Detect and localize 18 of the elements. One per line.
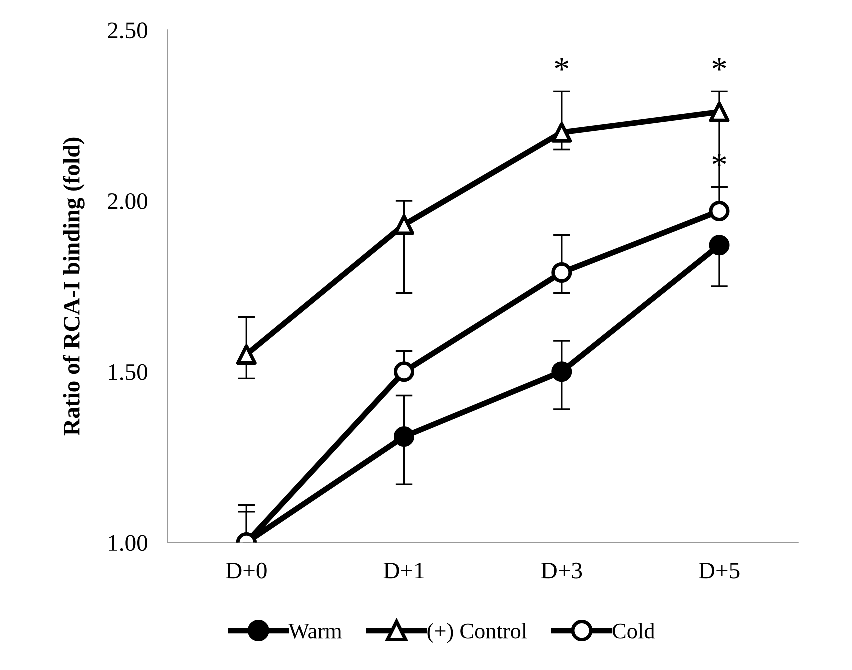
x-tick-label: D+1: [384, 562, 424, 579]
y-axis-title: Ratio of RCA-I binding (fold): [63, 138, 85, 436]
point: [552, 122, 572, 143]
point: [236, 344, 257, 366]
x-tick-label: D+0: [226, 562, 267, 579]
y-tick-label: 2.50: [108, 22, 148, 39]
point: [394, 214, 415, 236]
point: [709, 102, 730, 122]
x-tick-label: D+3: [541, 562, 582, 579]
legend-label: (+) Control: [428, 623, 528, 644]
annotation: *: [712, 58, 726, 71]
y-tick-label: 1.50: [109, 364, 148, 380]
legend-label: Cold: [612, 623, 655, 639]
y-tick-label: 1.00: [109, 535, 148, 552]
annotation: *: [555, 58, 569, 71]
x-tick-label: D+5: [699, 563, 740, 579]
legend-label: Warm: [288, 624, 342, 639]
y-tick-label: 2.00: [108, 193, 148, 210]
